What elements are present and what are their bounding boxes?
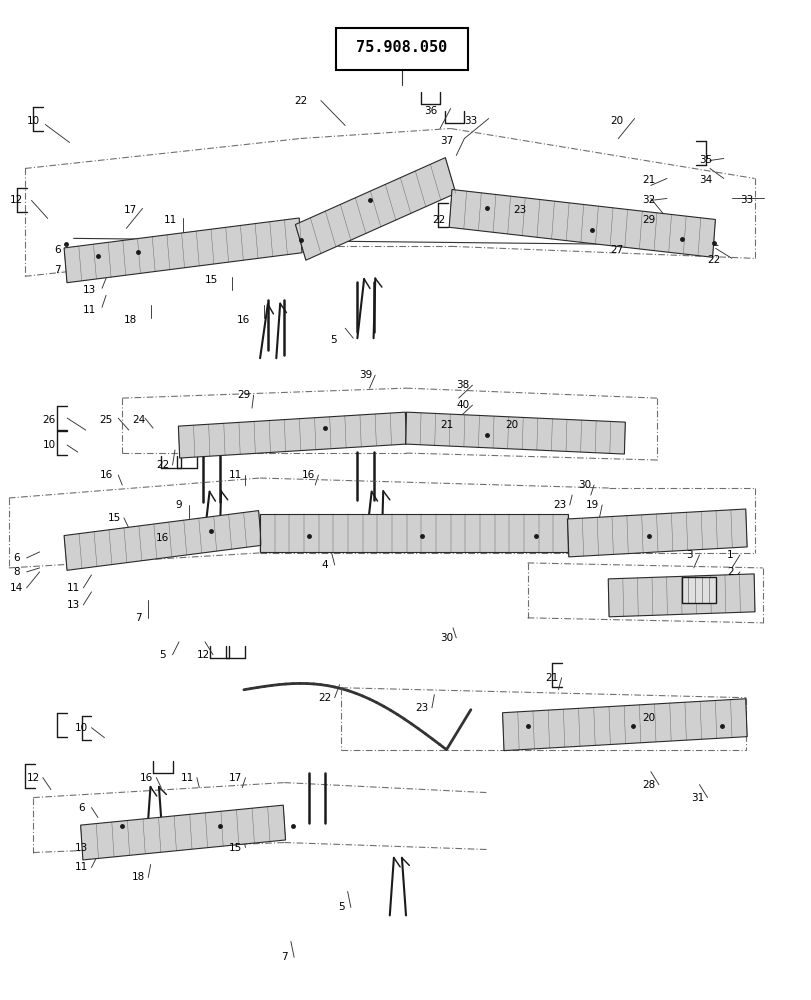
Text: 30: 30 [440, 633, 453, 643]
Bar [680, 577, 714, 603]
Text: 11: 11 [84, 305, 97, 315]
Text: 15: 15 [229, 843, 242, 853]
Text: 14: 14 [11, 583, 24, 593]
Text: 35: 35 [698, 155, 712, 165]
Text: 30: 30 [577, 480, 590, 490]
Text: 23: 23 [553, 500, 566, 510]
Text: 13: 13 [84, 285, 97, 295]
Text: 8: 8 [14, 567, 20, 577]
Text: 16: 16 [237, 315, 251, 325]
Text: 17: 17 [123, 205, 137, 215]
Text: 32: 32 [642, 195, 655, 205]
Text: 11: 11 [67, 583, 80, 593]
Text: 12: 12 [27, 773, 40, 783]
Text: 3: 3 [685, 550, 692, 560]
Text: 20: 20 [504, 420, 517, 430]
Text: 75.908.050: 75.908.050 [356, 40, 447, 55]
Text: 38: 38 [456, 380, 469, 390]
Text: 40: 40 [456, 400, 469, 410]
Text: 10: 10 [75, 723, 88, 733]
Text: 24: 24 [131, 415, 145, 425]
Text: 7: 7 [54, 265, 61, 275]
Polygon shape [260, 514, 568, 552]
Text: 5: 5 [159, 650, 166, 660]
Text: 5: 5 [329, 335, 336, 345]
Polygon shape [448, 190, 714, 257]
Polygon shape [64, 511, 261, 570]
Text: 28: 28 [642, 780, 655, 790]
Text: 17: 17 [229, 773, 242, 783]
Text: 10: 10 [43, 440, 56, 450]
Polygon shape [178, 412, 406, 458]
FancyBboxPatch shape [336, 28, 467, 70]
Text: 27: 27 [609, 245, 623, 255]
Text: 10: 10 [27, 116, 40, 126]
Text: 11: 11 [164, 215, 178, 225]
Polygon shape [405, 412, 624, 454]
Text: 22: 22 [318, 693, 331, 703]
Text: 4: 4 [321, 560, 328, 570]
Text: 7: 7 [135, 613, 142, 623]
Text: 11: 11 [229, 470, 242, 480]
Text: 29: 29 [237, 390, 251, 400]
Text: 26: 26 [43, 415, 56, 425]
Text: 16: 16 [139, 773, 153, 783]
Text: 16: 16 [302, 470, 315, 480]
Text: 5: 5 [337, 902, 344, 912]
Text: 33: 33 [739, 195, 752, 205]
Text: 16: 16 [156, 533, 169, 543]
Text: 31: 31 [690, 793, 704, 803]
Text: 13: 13 [75, 843, 88, 853]
Text: 21: 21 [440, 420, 453, 430]
Text: 36: 36 [423, 106, 436, 116]
Text: 22: 22 [706, 255, 720, 265]
Text: 16: 16 [99, 470, 113, 480]
Text: 21: 21 [545, 673, 558, 683]
Text: 37: 37 [440, 135, 453, 145]
Polygon shape [80, 805, 285, 860]
Polygon shape [502, 699, 746, 751]
Text: 21: 21 [642, 175, 655, 185]
Polygon shape [607, 574, 754, 617]
Text: 20: 20 [642, 713, 655, 723]
Text: 34: 34 [698, 175, 712, 185]
Text: 6: 6 [14, 553, 20, 563]
Text: 6: 6 [54, 245, 61, 255]
Text: 39: 39 [358, 370, 371, 380]
Text: 22: 22 [156, 460, 169, 470]
Text: 20: 20 [609, 116, 623, 126]
Text: 12: 12 [196, 650, 210, 660]
Text: 18: 18 [123, 315, 137, 325]
Text: 9: 9 [175, 500, 182, 510]
Text: 13: 13 [67, 600, 80, 610]
Text: 19: 19 [585, 500, 599, 510]
Text: 15: 15 [204, 275, 218, 285]
Text: 25: 25 [99, 415, 113, 425]
Polygon shape [567, 509, 746, 557]
Polygon shape [64, 218, 302, 283]
Text: 2: 2 [726, 567, 732, 577]
Text: 11: 11 [180, 773, 194, 783]
Text: 33: 33 [464, 116, 477, 126]
Text: 29: 29 [642, 215, 655, 225]
Text: 6: 6 [79, 803, 85, 813]
Text: 23: 23 [415, 703, 428, 713]
Text: 22: 22 [294, 96, 307, 106]
Text: 22: 22 [431, 215, 444, 225]
Text: 12: 12 [11, 195, 24, 205]
Polygon shape [295, 158, 455, 260]
Text: 15: 15 [107, 513, 121, 523]
Text: 18: 18 [131, 872, 145, 882]
Text: 23: 23 [513, 205, 526, 215]
Text: 7: 7 [281, 952, 287, 962]
Text: 11: 11 [75, 862, 88, 872]
Text: 1: 1 [726, 550, 732, 560]
